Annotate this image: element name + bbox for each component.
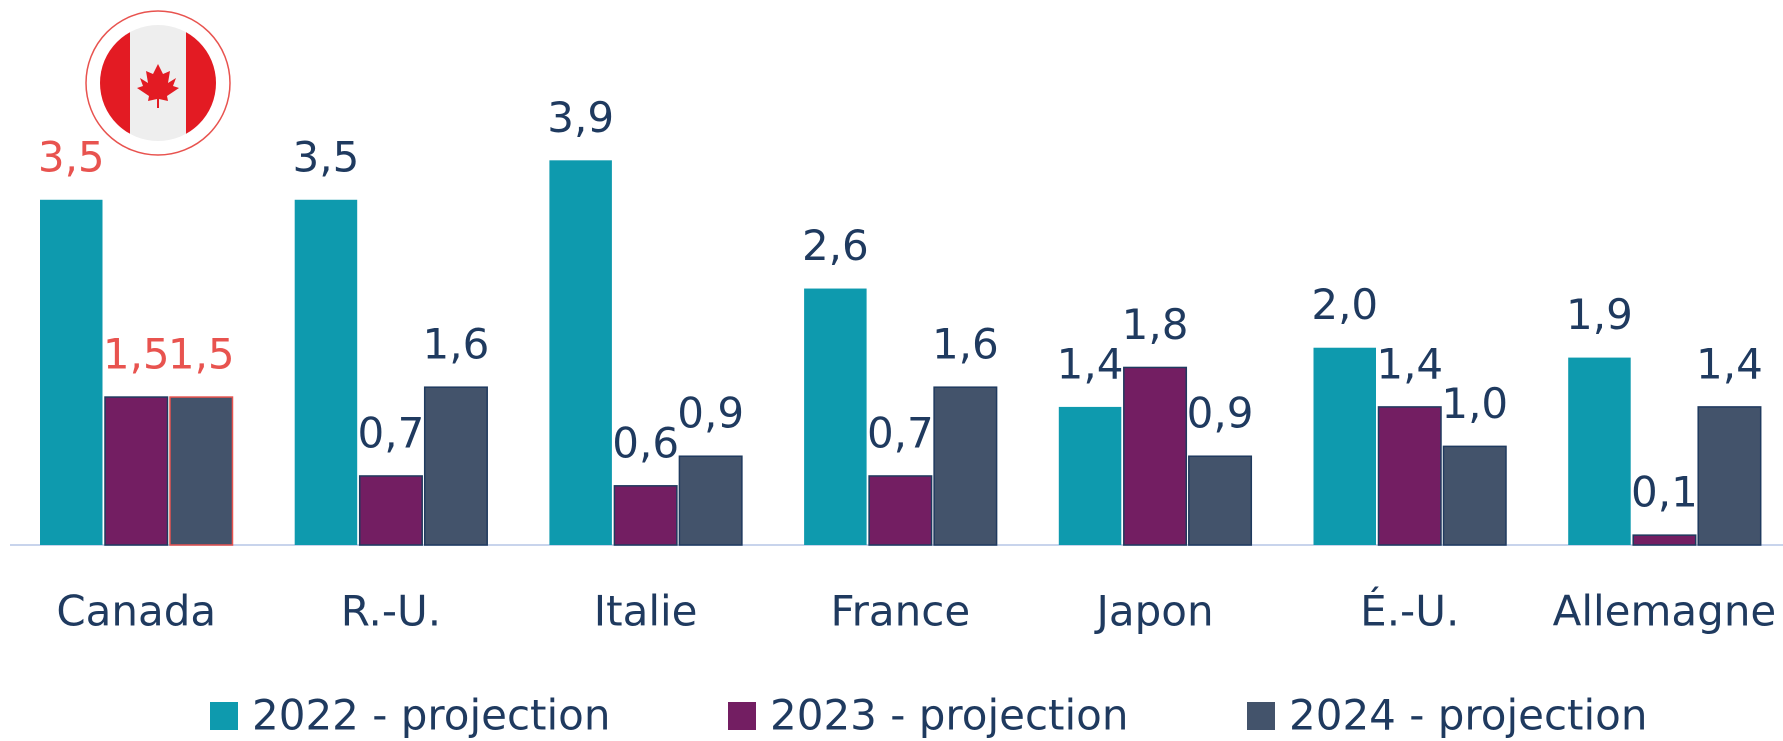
x-tick-label: Allemagne <box>1553 587 1777 636</box>
legend-label: 2023 - projection <box>770 691 1129 740</box>
bar <box>1632 534 1697 546</box>
bar <box>169 396 234 546</box>
data-label: 3,5 <box>38 132 105 181</box>
data-label: 1,6 <box>423 320 490 369</box>
data-label: 2,6 <box>802 221 869 270</box>
legend-swatch <box>210 702 238 730</box>
canada-flag-icon <box>85 10 231 156</box>
bar <box>613 485 678 546</box>
x-tick-label: Japon <box>1093 587 1213 636</box>
bar <box>1188 455 1253 546</box>
bar <box>40 199 103 546</box>
data-label: 1,4 <box>1376 339 1443 388</box>
x-tick-label: R.-U. <box>341 587 441 636</box>
data-label: 1,5 <box>103 330 170 379</box>
bar <box>804 288 867 545</box>
legend-label: 2022 - projection <box>252 691 611 740</box>
data-label: 0,7 <box>358 408 425 457</box>
data-label: 1,9 <box>1566 290 1633 339</box>
bar <box>1697 406 1762 546</box>
bar <box>933 386 998 546</box>
bar <box>549 160 612 545</box>
x-tick-label: Canada <box>56 587 216 636</box>
bar <box>358 475 423 546</box>
data-label: 2,0 <box>1311 280 1378 329</box>
bar <box>678 455 743 546</box>
bar <box>1442 445 1507 546</box>
x-tick-label: É.-U. <box>1360 586 1459 636</box>
data-label: 3,5 <box>293 132 360 181</box>
x-tick-label: Italie <box>594 587 698 636</box>
data-label: 1,5 <box>168 330 235 379</box>
bar <box>1123 366 1188 546</box>
bar <box>104 396 169 546</box>
data-label: 3,9 <box>547 93 614 142</box>
bar <box>1313 347 1376 545</box>
data-label: 0,7 <box>867 408 934 457</box>
bar <box>1377 406 1442 546</box>
data-label: 1,6 <box>932 320 999 369</box>
legend-swatch <box>1247 702 1275 730</box>
bar <box>294 199 358 546</box>
bar <box>423 386 488 546</box>
bar <box>1568 357 1631 545</box>
legend-swatch <box>728 702 756 730</box>
data-label: 0,6 <box>612 418 679 467</box>
bar <box>868 475 933 546</box>
data-label: 0,9 <box>677 389 744 438</box>
data-label: 1,8 <box>1122 300 1189 349</box>
data-label: 1,4 <box>1057 339 1124 388</box>
x-tick-label: France <box>831 587 971 636</box>
bar <box>1058 406 1122 545</box>
data-label: 1,0 <box>1441 379 1508 428</box>
data-label: 1,4 <box>1696 339 1763 388</box>
data-label: 0,1 <box>1631 468 1698 517</box>
legend-label: 2024 - projection <box>1289 691 1648 740</box>
data-label: 0,9 <box>1187 389 1254 438</box>
